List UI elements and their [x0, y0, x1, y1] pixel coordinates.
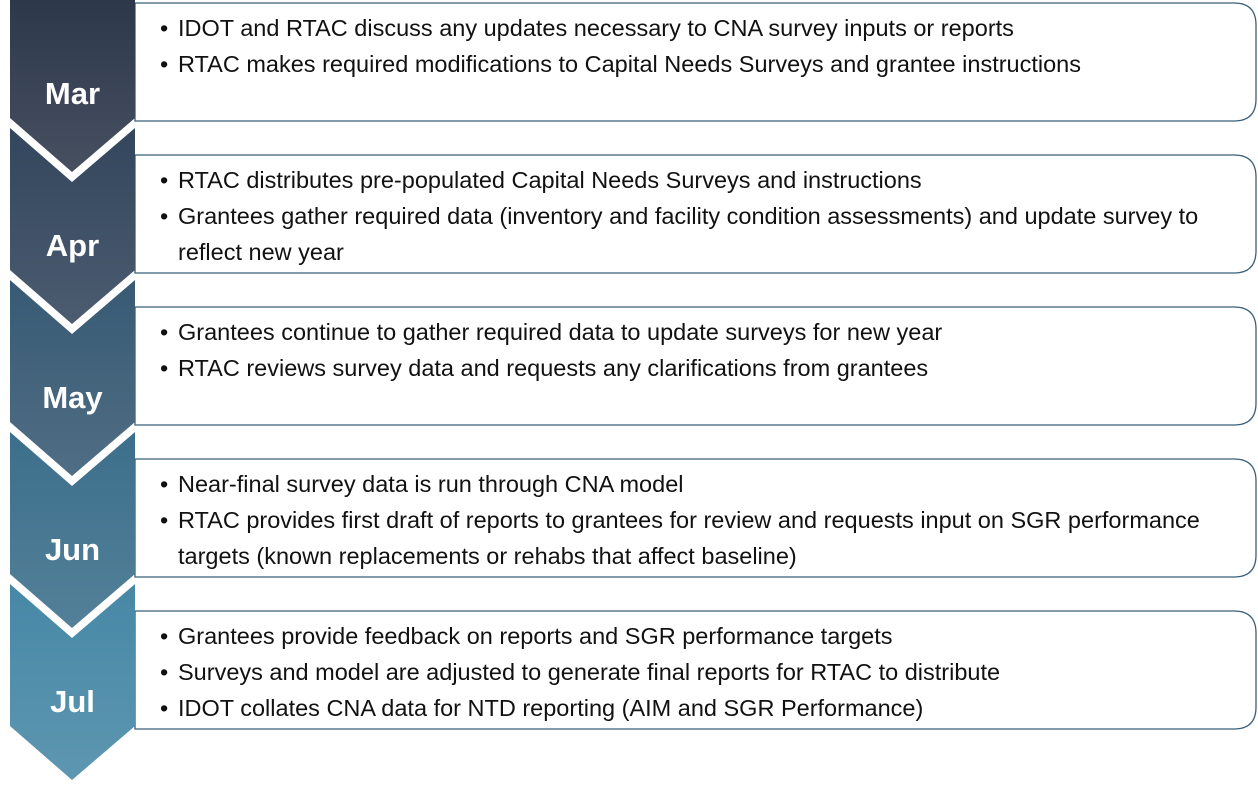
bullet-item: Grantees gather required data (inventory… — [158, 198, 1243, 270]
bullet-list: IDOT and RTAC discuss any updates necess… — [158, 10, 1243, 82]
step-label: Jun — [44, 532, 101, 567]
bullet-item: RTAC distributes pre-populated Capital N… — [158, 162, 1243, 198]
chevron-shade — [10, 128, 135, 324]
step-label: Mar — [44, 76, 101, 111]
bullet-list: Grantees provide feedback on reports and… — [158, 618, 1243, 726]
bullet-list: Grantees continue to gather required dat… — [158, 314, 1243, 386]
bullet-item: Near-final survey data is run through CN… — [158, 466, 1243, 502]
bullet-item: IDOT and RTAC discuss any updates necess… — [158, 10, 1243, 46]
bullet-item: Surveys and model are adjusted to genera… — [158, 654, 1243, 690]
bullet-item: RTAC provides first draft of reports to … — [158, 502, 1243, 574]
chevron-shade — [10, 584, 135, 780]
bullet-list: RTAC distributes pre-populated Capital N… — [158, 162, 1243, 270]
bullet-item: Grantees provide feedback on reports and… — [158, 618, 1243, 654]
chevron-shade — [10, 0, 135, 172]
step-label: May — [42, 380, 103, 415]
bullet-item: Grantees continue to gather required dat… — [158, 314, 1243, 350]
chevron-shade — [10, 280, 135, 476]
bullet-list: Near-final survey data is run through CN… — [158, 466, 1243, 574]
step-label: Jul — [50, 684, 95, 719]
chevron-shade — [10, 432, 135, 628]
bullet-item: RTAC makes required modifications to Cap… — [158, 46, 1243, 82]
bullet-item: RTAC reviews survey data and requests an… — [158, 350, 1243, 386]
bullet-item: IDOT collates CNA data for NTD reporting… — [158, 690, 1243, 726]
step-label: Apr — [45, 228, 100, 263]
